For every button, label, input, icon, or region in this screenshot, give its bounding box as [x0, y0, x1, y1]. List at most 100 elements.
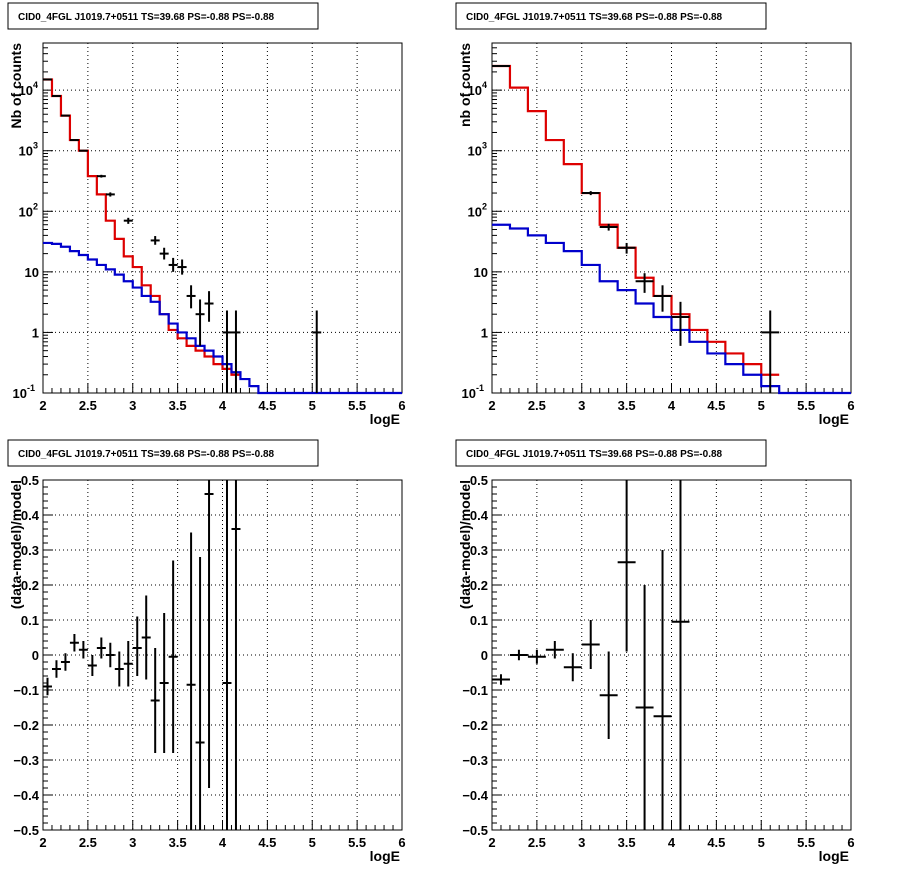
data-point	[653, 285, 672, 312]
y-tick-label: 10	[468, 83, 482, 98]
y-tick-label: 1	[481, 325, 488, 340]
x-tick-label: 6	[398, 398, 405, 413]
data-point	[51, 660, 61, 678]
model-step-line-2	[492, 223, 851, 395]
data-point	[105, 192, 115, 197]
y-tick-label: −0.1	[13, 683, 39, 698]
y-tick-label: 0.5	[21, 473, 39, 488]
data-point	[222, 480, 232, 830]
model-step-line-1	[492, 64, 780, 376]
y-tick-label: −0.5	[13, 823, 39, 838]
x-tick-label: 2.5	[79, 398, 97, 413]
y-tick-exponent: 2	[33, 201, 38, 211]
y-tick-label: 10	[19, 144, 33, 159]
y-tick-label: −0.3	[13, 753, 39, 768]
x-tick-label: 2	[488, 398, 495, 413]
y-tick-label: −0.5	[462, 823, 488, 838]
data-point	[509, 649, 528, 661]
y-tick-label: −0.3	[462, 753, 488, 768]
chart-title: CID0_4FGL J1019.7+0511 TS=39.68 PS=-0.88…	[466, 449, 723, 460]
y-tick-label: 0	[481, 648, 488, 663]
x-tick-label: 3.5	[618, 398, 636, 413]
y-tick-label: −0.2	[462, 718, 488, 733]
x-tick-label: 5.5	[797, 398, 815, 413]
y-tick-label: 10	[468, 204, 482, 219]
x-tick-label: 2.5	[79, 835, 97, 850]
data-point	[177, 259, 187, 275]
data-point	[60, 114, 70, 117]
x-tick-label: 5	[758, 835, 765, 850]
x-tick-label: 5	[758, 398, 765, 413]
data-point	[141, 595, 151, 680]
y-tick-exponent: 3	[33, 141, 38, 151]
data-point	[159, 247, 169, 260]
data-point	[51, 95, 61, 98]
model-step-line-1	[43, 78, 241, 376]
data-point	[43, 677, 52, 696]
chart-title: CID0_4FGL J1019.7+0511 TS=39.68 PS=-0.88…	[466, 12, 723, 23]
plot-frame	[491, 42, 852, 394]
y-tick-exponent: 4	[482, 80, 487, 90]
data-point	[635, 585, 654, 830]
y-tick-label: −0.2	[13, 718, 39, 733]
x-axis-label: logE	[819, 411, 849, 427]
data-point	[204, 480, 214, 788]
model-step-line-2	[43, 241, 402, 395]
x-tick-label: 6	[847, 835, 854, 850]
y-tick-exponent: -1	[27, 383, 35, 393]
x-tick-label: 3.5	[169, 835, 187, 850]
data-point	[761, 310, 780, 393]
y-tick-label: 0.5	[470, 473, 488, 488]
x-tick-label: 2	[488, 835, 495, 850]
data-point	[150, 236, 160, 245]
x-tick-label: 4	[219, 398, 227, 413]
data-point	[617, 242, 636, 254]
data-point	[168, 257, 178, 272]
y-tick-label: −0.4	[462, 788, 488, 803]
data-point	[69, 139, 79, 142]
x-tick-label: 5	[309, 398, 316, 413]
data-point	[204, 291, 214, 322]
data-point	[186, 285, 196, 309]
data-point	[581, 620, 600, 669]
x-tick-label: 4.5	[258, 398, 276, 413]
x-tick-label: 2	[39, 835, 46, 850]
x-tick-label: 6	[847, 398, 854, 413]
chart-title: CID0_4FGL J1019.7+0511 TS=39.68 PS=-0.88…	[18, 449, 275, 460]
plot-frame	[491, 479, 852, 831]
x-tick-label: 5.5	[348, 835, 366, 850]
x-axis-label: logE	[370, 848, 400, 864]
y-tick-exponent: 4	[33, 80, 38, 90]
data-point	[617, 480, 636, 652]
data-point	[159, 613, 169, 753]
y-axis-label: nb of counts	[457, 43, 473, 127]
data-point	[195, 299, 205, 346]
x-tick-label: 2.5	[528, 398, 546, 413]
data-point	[69, 634, 79, 652]
data-point	[43, 78, 52, 81]
y-tick-label: 0.2	[21, 578, 39, 593]
y-tick-label: −0.1	[462, 683, 488, 698]
data-point	[96, 637, 106, 659]
x-tick-label: 4.5	[707, 398, 725, 413]
y-tick-label: 10	[25, 265, 39, 280]
data-point	[563, 653, 582, 682]
data-point	[635, 273, 654, 293]
chart-title: CID0_4FGL J1019.7+0511 TS=39.68 PS=-0.88…	[18, 12, 275, 23]
data-point	[114, 651, 124, 687]
x-tick-label: 6	[398, 835, 405, 850]
data-point	[599, 651, 618, 739]
y-tick-exponent: 3	[482, 141, 487, 151]
x-tick-label: 4	[668, 398, 676, 413]
y-tick-label: 0	[32, 648, 39, 663]
data-point	[96, 174, 106, 178]
y-tick-exponent: -1	[476, 383, 484, 393]
y-tick-label: 0.2	[470, 578, 488, 593]
y-tick-label: 10	[474, 265, 488, 280]
y-tick-label: 10	[13, 386, 27, 401]
y-tick-label: 10	[462, 386, 476, 401]
x-tick-label: 5	[309, 835, 316, 850]
data-point	[653, 550, 672, 830]
